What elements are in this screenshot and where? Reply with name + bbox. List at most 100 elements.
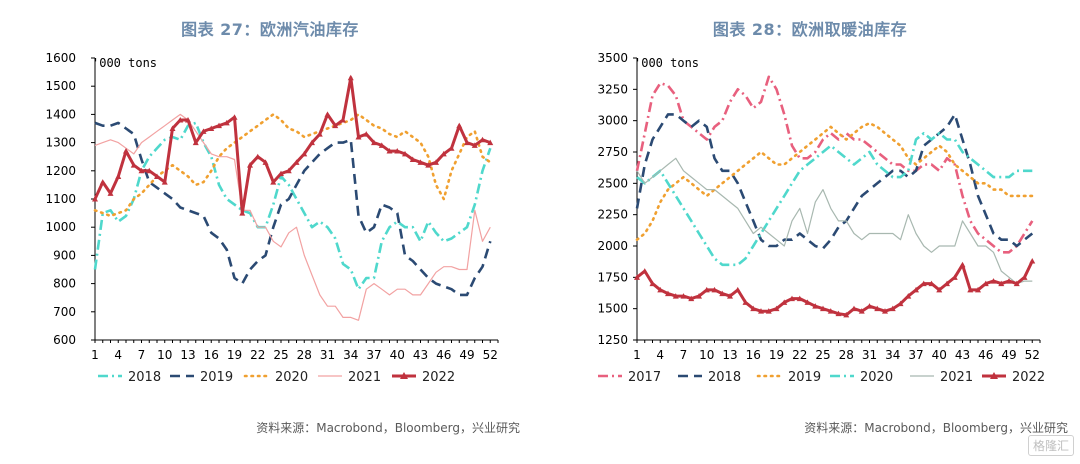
series-marker-2022	[433, 159, 439, 165]
x-tick-label: 16	[204, 348, 219, 362]
series-marker-2022	[665, 290, 671, 297]
series-marker-2022	[340, 117, 346, 123]
series-marker-2022	[789, 295, 795, 302]
series-marker-2022	[107, 190, 114, 196]
series-marker-2022	[371, 139, 377, 146]
series-marker-2022	[897, 300, 904, 307]
series-marker-2022	[386, 148, 393, 154]
legend-label-2018: 2018	[128, 370, 161, 385]
series-marker-2022	[154, 173, 160, 179]
x-tick-label: 49	[1001, 348, 1016, 362]
series-marker-2022	[425, 162, 432, 168]
series-marker-2022	[293, 159, 300, 165]
y-tick-label: 2000	[597, 239, 628, 253]
y-tick-label: 900	[53, 248, 76, 262]
series-marker-2022	[254, 153, 261, 160]
legend-label-2019: 2019	[200, 370, 233, 385]
series-marker-2022	[402, 150, 408, 157]
series-marker-2022	[394, 148, 401, 154]
series-marker-2022	[781, 299, 788, 305]
series-marker-2022	[719, 290, 726, 297]
series-marker-2022	[672, 293, 679, 299]
series-marker-2022	[936, 286, 943, 293]
y-tick-label: 1500	[45, 79, 76, 93]
legend-label-2017: 2017	[628, 370, 661, 385]
series-marker-2022	[889, 305, 896, 312]
x-tick-label: 31	[320, 348, 335, 362]
unit-label: '000 tons	[92, 56, 157, 70]
source-note: 资料来源：Macrobond，Bloomberg，兴业研究	[804, 421, 1068, 435]
series-marker-2022	[440, 150, 447, 157]
y-tick-label: 2750	[597, 145, 628, 159]
y-tick-label: 3250	[597, 82, 628, 96]
series-marker-2022	[92, 196, 98, 202]
x-tick-label: 19	[769, 348, 784, 362]
legend-marker-2022	[990, 372, 998, 379]
legend-label-2021: 2021	[348, 370, 381, 385]
x-tick-label: 4	[114, 348, 122, 362]
x-tick-label: 4	[656, 348, 664, 362]
y-tick-label: 3000	[597, 114, 628, 128]
series-marker-2022	[843, 311, 850, 318]
y-tick-label: 1250	[597, 333, 628, 347]
series-marker-2022	[332, 122, 339, 129]
y-tick-label: 1600	[45, 51, 76, 65]
series-marker-2022	[928, 280, 935, 287]
series-line-2017	[635, 75, 1034, 254]
y-tick-label: 1750	[597, 270, 628, 284]
series-line-2022	[636, 260, 1034, 317]
series-marker-2022	[711, 286, 718, 293]
y-tick-label: 1400	[45, 107, 76, 121]
series-marker-2022	[703, 286, 710, 293]
series-marker-2022	[641, 268, 648, 274]
series-marker-2022	[657, 286, 664, 293]
series-marker-2022	[200, 128, 207, 134]
series-marker-2022	[464, 139, 470, 146]
series-marker-2022	[696, 293, 702, 299]
series-marker-2022	[905, 293, 912, 299]
series-marker-2022	[239, 210, 246, 216]
series-marker-2022	[448, 145, 455, 151]
series-marker-2022	[115, 173, 122, 179]
series-marker-2022	[177, 117, 184, 123]
y-tick-label: 1500	[597, 302, 628, 316]
series-marker-2022	[316, 131, 323, 137]
series-marker-2022	[347, 74, 354, 81]
x-tick-label: 13	[180, 348, 195, 362]
y-tick-label: 1300	[45, 136, 76, 150]
series-marker-2022	[727, 293, 733, 299]
x-tick-label: 46	[436, 348, 451, 362]
x-tick-label: 25	[273, 348, 288, 362]
x-tick-label: 46	[978, 348, 993, 362]
y-tick-label: 3500	[597, 51, 628, 65]
series-marker-2022	[820, 305, 826, 312]
x-tick-label: 16	[746, 348, 761, 362]
series-marker-2022	[750, 305, 757, 312]
watermark-logo: 格隆汇	[1027, 435, 1074, 456]
series-marker-2022	[355, 133, 362, 140]
series-marker-2022	[882, 308, 888, 314]
series-marker-2022	[874, 305, 881, 312]
series-marker-2022	[363, 131, 370, 137]
series-marker-2022	[146, 167, 153, 174]
series-marker-2022	[231, 114, 238, 120]
x-tick-label: 52	[1025, 348, 1040, 362]
series-marker-2022	[161, 179, 168, 185]
series-marker-2022	[758, 308, 764, 314]
x-tick-label: 37	[366, 348, 381, 362]
series-marker-2022	[1013, 280, 1020, 287]
series-marker-2022	[185, 117, 191, 123]
y-tick-label: 2250	[597, 208, 628, 222]
series-marker-2022	[944, 280, 950, 287]
x-tick-label: 13	[722, 348, 737, 362]
series-marker-2022	[409, 156, 416, 163]
x-tick-label: 1	[91, 348, 99, 362]
y-tick-label: 800	[53, 277, 76, 291]
series-marker-2022	[1029, 258, 1036, 264]
series-marker-2022	[216, 122, 222, 129]
x-tick-label: 34	[343, 348, 358, 362]
series-marker-2022	[247, 162, 253, 168]
series-marker-2022	[951, 274, 958, 280]
series-marker-2022	[773, 305, 780, 312]
series-marker-2022	[487, 139, 494, 146]
